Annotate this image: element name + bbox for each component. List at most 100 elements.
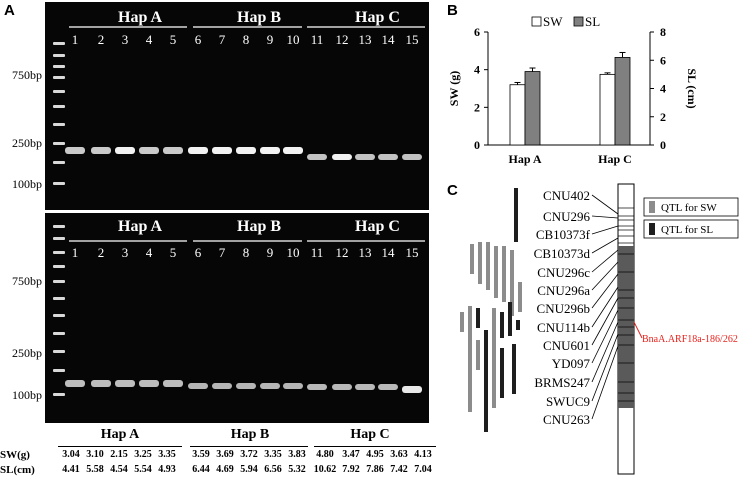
gel2-ladder	[53, 225, 65, 396]
right-tick-label: 4	[660, 82, 666, 96]
lane-number: 9	[267, 245, 274, 260]
gel-band	[212, 383, 232, 389]
gel-band	[115, 380, 135, 387]
table-cell: 5.94	[240, 464, 258, 475]
legend-swatch	[649, 201, 655, 213]
gene-label: BnaA.ARF18a-186/262	[642, 334, 738, 345]
left-tick-label: 2	[474, 100, 480, 114]
legend-box	[643, 197, 739, 217]
qtl-bar-sw	[492, 308, 496, 408]
ladder-label-750bp: 750bp	[12, 68, 42, 82]
table-cell: 4.41	[62, 464, 80, 475]
table-group-line	[58, 446, 182, 447]
phenotype-table: Hap A Hap B Hap C SW(g) SL(cm) 3.04 3.10 2…	[0, 424, 440, 481]
table-cell: 4.95	[366, 449, 384, 460]
lane-number: 7	[219, 245, 226, 260]
gel-band	[163, 380, 183, 387]
gel2-group-label: Hap B	[237, 218, 281, 235]
table-group-header: Hap A	[100, 427, 140, 442]
marker-label: BRMS247	[534, 375, 590, 390]
gel-band	[260, 383, 280, 389]
lane-number: 5	[170, 245, 177, 260]
gel-image-2: Hap A Hap B Hap C 1 2 3 4 5 6 7 8 9 10 11 12 13 14 15	[45, 213, 429, 423]
table-cell: 3.59	[192, 449, 210, 460]
table-cell: 4.13	[414, 449, 432, 460]
gel1-group-label: Hap B	[237, 9, 281, 26]
table-cell: 7.92	[342, 464, 360, 475]
gene-leader-line	[633, 321, 643, 339]
marker-leader-line	[591, 309, 619, 364]
lane-number: 4	[146, 32, 153, 47]
table-cell: 10.62	[313, 464, 337, 475]
gel-band	[402, 386, 422, 393]
left-tick-label: 6	[474, 25, 480, 39]
right-tick-label: 2	[660, 110, 666, 124]
table-cell: 2.15	[110, 449, 128, 460]
ladder-label-250bp: 250bp	[12, 346, 42, 360]
qtl-bar-sw	[468, 306, 472, 412]
lane-number: 15	[406, 32, 419, 47]
gel-band	[307, 154, 327, 160]
lane-number: 9	[267, 32, 274, 47]
table-row-label-sl: SL(cm)	[0, 464, 35, 476]
gel1-ladder	[53, 42, 65, 185]
lane-number: 6	[195, 32, 202, 47]
bar-sw	[509, 84, 526, 146]
table-cell: 3.35	[264, 449, 282, 460]
category-label: Hap A	[508, 152, 541, 166]
table-cell: 4.69	[216, 464, 234, 475]
bar-sl	[524, 71, 541, 146]
lane-number: 12	[336, 245, 349, 260]
qtl-bar-sl	[516, 320, 520, 330]
table-cell: 3.35	[158, 449, 176, 460]
table-cell: 4.93	[158, 464, 176, 475]
gel-band	[65, 147, 85, 154]
marker-leader-line	[591, 297, 619, 346]
lane-number: 1	[72, 32, 79, 47]
table-cell: 5.32	[288, 464, 306, 475]
marker-label: CNU402	[543, 188, 590, 203]
marker-leader-line	[591, 215, 619, 219]
table-cell: 7.04	[414, 464, 432, 475]
gel-band	[139, 147, 159, 154]
qtl-bar-sl	[508, 302, 512, 336]
marker-label: CNU601	[543, 338, 590, 353]
bar-chart: 0 2 4 6 0 2 4 6 8 SW (g) SL (cm) Hap A Hap C SW SL	[447, 14, 699, 166]
lane-number: 2	[98, 245, 105, 260]
lane-number: 8	[243, 32, 250, 47]
right-tick-label: 0	[660, 138, 666, 152]
table-cell: 3.47	[342, 449, 360, 460]
marker-leader-line	[591, 286, 619, 328]
marker-label: CNU296c	[537, 265, 590, 280]
panel-b-letter: B	[447, 2, 458, 19]
table-cell: 3.25	[134, 449, 152, 460]
qtl-bar-sw	[502, 246, 506, 302]
bar-sw	[599, 73, 616, 146]
table-group-header: Hap C	[350, 427, 390, 442]
gel2-group-label: Hap C	[355, 218, 400, 235]
gel-band	[115, 147, 135, 154]
table-group-line	[314, 446, 436, 447]
gel-band	[378, 384, 398, 390]
marker-label: CNU263	[543, 412, 590, 427]
legend-label: SL	[585, 14, 600, 29]
table-cell: 7.42	[390, 464, 408, 475]
gel-band	[283, 147, 303, 154]
table-cell: 3.83	[288, 449, 306, 460]
table-cell: 4.80	[316, 449, 334, 460]
table-group-line	[190, 446, 308, 447]
legend-swatch	[649, 223, 655, 235]
category-label: Hap C	[598, 152, 632, 166]
legend-swatch	[531, 16, 542, 27]
ladder-label-100bp: 100bp	[12, 388, 42, 402]
lane-number: 4	[146, 245, 153, 260]
lane-number: 11	[311, 245, 324, 260]
table-cell: 3.04	[62, 449, 80, 460]
lane-number: 8	[243, 245, 250, 260]
y-axis-label-right: SL (cm)	[685, 68, 699, 108]
marker-leader-line	[591, 273, 619, 309]
marker-label: CNU296b	[537, 301, 590, 316]
y-axis-label-left: SW (g)	[447, 71, 461, 106]
qtl-bar-sl	[500, 312, 504, 338]
marker-label: CNU296a	[537, 283, 590, 298]
